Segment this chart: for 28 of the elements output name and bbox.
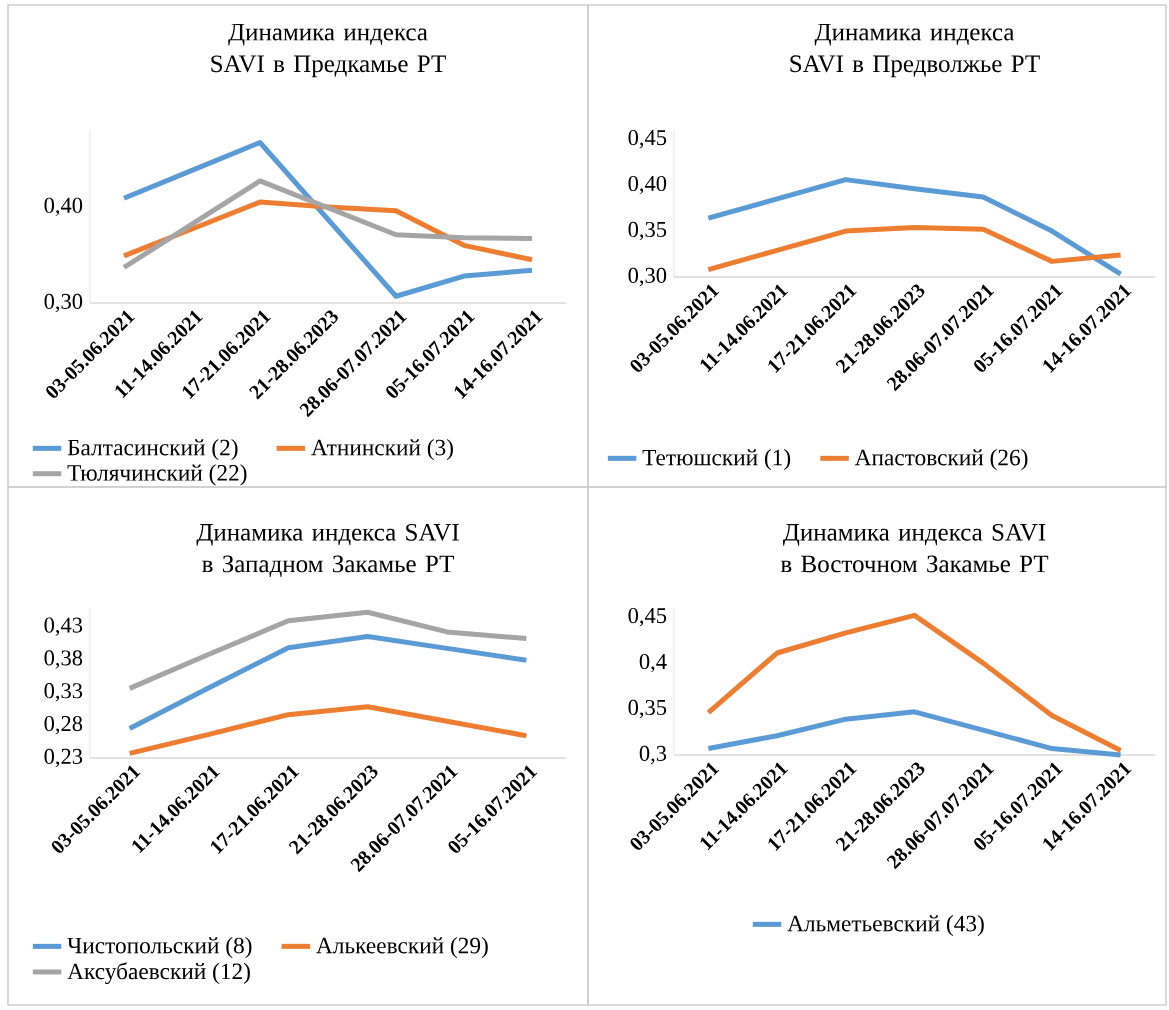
y-tick-label: 0,3 [639,745,667,765]
legend-label: Балтасинский (2) [67,438,238,461]
chart-title: Динамика индекса SAVI в Западном Закамье РТ [196,523,459,577]
y-tick-label: 0,30 [628,267,667,287]
y-tick-label: 0,33 [44,683,83,702]
y-tick-label: 0,30 [44,293,83,313]
legend-label: Апастовский (26) [854,448,1028,471]
y-tick-label: 0,40 [44,197,83,217]
y-tick-label: 0,43 [44,617,83,636]
legend-label: Алькеевский (29) [316,936,488,959]
legend-label: Чистопольский (8) [67,936,252,959]
y-tick-label: 0,28 [44,715,83,735]
chart-title: Динамика индекса SAVI в Предкамье РТ [211,23,446,78]
chart-title: Динамика индекса SAVI в Предволжье РТ [790,23,1040,78]
legend-label: Тюлячинский (22) [67,464,247,486]
y-tick-label: 0,23 [44,748,83,768]
y-tick-label: 0,38 [44,650,83,669]
y-tick-label: 0,40 [628,175,667,195]
y-tick-label: 0,45 [628,607,667,627]
legend-label: Атнинский (3) [311,438,453,461]
legend-label: Аксубаевский (12) [67,962,250,985]
y-tick-label: 0,45 [628,129,667,149]
legend-label: Тетюшский (1) [642,448,791,471]
chart-title: Динамика индекса SAVI в Восточном Закамье РТ [780,523,1049,573]
y-tick-label: 0,4 [639,653,667,673]
y-tick-label: 0,35 [628,221,667,241]
legend-label: Альметьевский (43) [787,914,984,937]
y-tick-label: 0,35 [628,699,667,719]
